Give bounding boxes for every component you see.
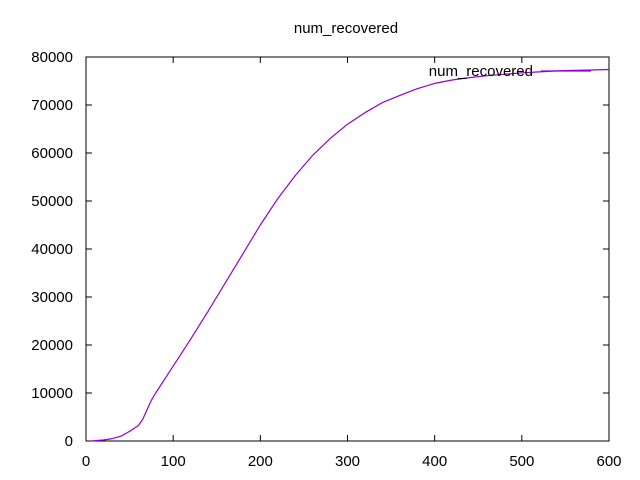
x-tick-label: 300 <box>335 453 360 470</box>
x-tick-label: 400 <box>422 453 447 470</box>
y-tick-label: 0 <box>65 433 73 450</box>
legend: num_recovered <box>429 63 591 80</box>
x-tick-label: 600 <box>596 453 621 470</box>
y-tick-label: 50000 <box>31 193 73 210</box>
y-tick-label: 70000 <box>31 97 73 114</box>
y-tick-label: 40000 <box>31 241 73 258</box>
series-line <box>91 68 610 442</box>
x-tick-label: 200 <box>248 453 273 470</box>
x-tick-label: 500 <box>509 453 534 470</box>
axis-tick-labels: 0 100 200 300 400 500 600 0 10000 20000 30000 40000… <box>31 49 621 470</box>
x-tick-label: 0 <box>82 453 90 470</box>
legend-label: num_recovered <box>429 63 533 80</box>
y-tick-label: 80000 <box>31 49 73 66</box>
y-tick-label: 60000 <box>31 145 73 162</box>
y-tick-label: 10000 <box>31 385 73 402</box>
y-tick-label: 30000 <box>31 289 73 306</box>
chart-title: num_recovered <box>294 20 398 37</box>
y-tick-label: 20000 <box>31 337 73 354</box>
x-tick-label: 100 <box>161 453 186 470</box>
series-layer <box>91 68 610 442</box>
axis-ticks <box>85 56 610 442</box>
